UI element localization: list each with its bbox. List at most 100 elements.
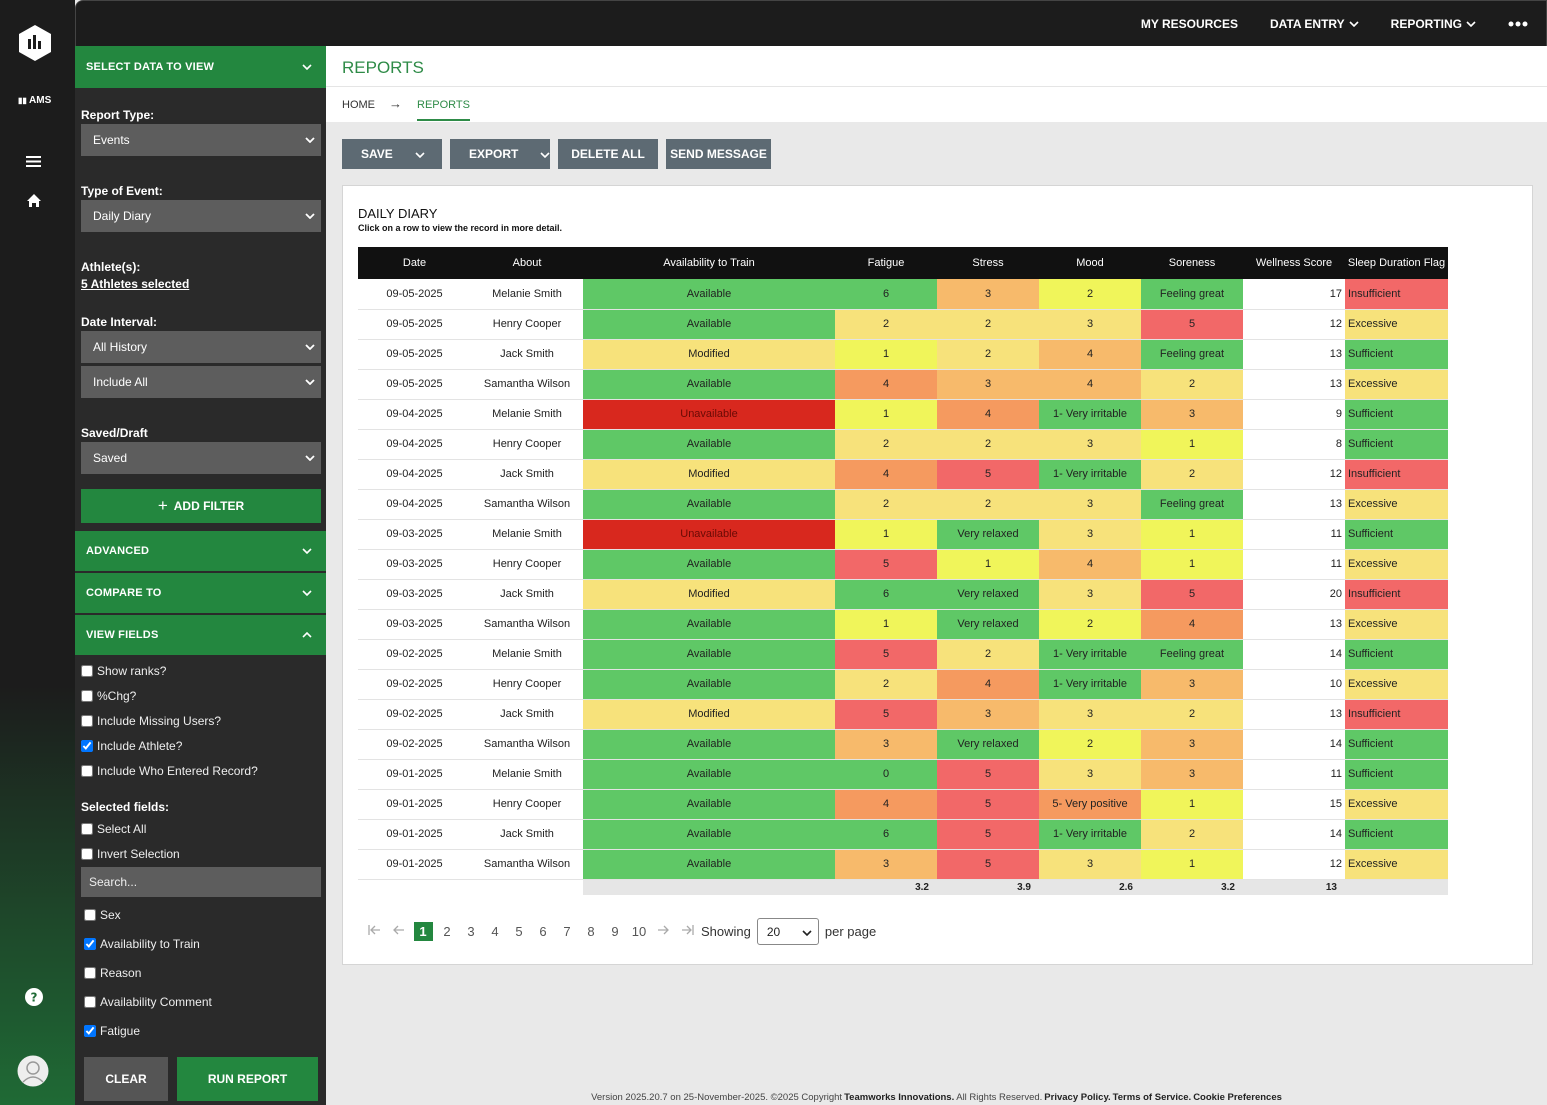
action-button[interactable]: DELETE ALL [558,139,658,169]
footer-link[interactable]: Privacy Policy. [1044,1092,1111,1103]
menu-icon[interactable] [26,155,42,168]
table-row[interactable]: 09-01-2025 Henry Cooper Available 4 5 5- Very… [358,789,1448,820]
table-row[interactable]: 09-04-2025 Melanie Smith Unavailable 1 4 1- V… [358,399,1448,430]
checkbox[interactable] [84,909,96,921]
checkbox[interactable] [84,967,96,979]
select[interactable]: Include All [81,366,321,398]
panel-header[interactable]: SELECT DATA TO VIEW [75,46,326,88]
page-link[interactable]: 3 [467,924,475,939]
page-link[interactable]: 6 [539,924,547,939]
nav-link[interactable]: REPORTING [1391,17,1476,31]
table-row[interactable]: 09-05-2025 Samantha Wilson Available 4 3 4 2 13… [358,369,1448,400]
page-link[interactable]: 9 [611,924,619,939]
page-link[interactable]: 4 [491,924,499,939]
table-cell: 1 [1141,549,1243,580]
table-row[interactable]: 09-04-2025 Samantha Wilson Available 2 2 3 Fee… [358,489,1448,520]
page-link[interactable]: 2 [443,924,451,939]
action-button[interactable]: EXPORT [450,139,550,169]
table-cell: Henry Cooper [471,789,583,820]
checkbox-option[interactable]: Availability Comment [84,995,212,1009]
table-cell: 3 [1039,309,1141,340]
table-row[interactable]: 09-04-2025 Henry Cooper Available 2 2 3 1 8 Suff… [358,429,1448,460]
table-row[interactable]: 09-03-2025 Samantha Wilson Available 1 Very … [358,609,1448,640]
nav-link[interactable]: MY RESOURCES [1141,17,1238,31]
checkbox-option[interactable]: Availability to Train [84,937,200,951]
home-icon[interactable] [26,193,42,208]
select[interactable]: Saved [81,442,321,474]
page-arrow[interactable] [368,924,382,939]
logo[interactable] [17,24,53,62]
table-row[interactable]: 09-04-2025 Jack Smith Modified 4 5 1- Very ir… [358,459,1448,490]
page-arrow[interactable] [392,924,406,939]
breadcrumb-link[interactable]: HOME [342,99,375,111]
checkbox-option[interactable]: Reason [84,966,141,980]
search-input[interactable]: Search... [81,867,321,897]
table-row[interactable]: 09-01-2025 Samantha Wilson Available 3 5 3 1 12… [358,849,1448,880]
checkbox-option[interactable]: Include Who Entered Record? [81,764,258,778]
per-page-label: per page [824,924,877,939]
run-report-button[interactable]: RUN REPORT [177,1057,318,1101]
page-size-select[interactable]: 20 [756,918,819,945]
checkbox[interactable] [84,1025,96,1037]
section-header[interactable]: VIEW FIELDS [75,615,326,655]
add-filter-button[interactable]: + ADD FILTER [81,489,321,523]
table-row[interactable]: 09-03-2025 Jack Smith Modified 6 Very relaxe… [358,579,1448,610]
table-cell: 09-01-2025 [358,849,471,880]
table-row[interactable]: 09-03-2025 Henry Cooper Available 5 1 4 1 11 Exc… [358,549,1448,580]
checkbox[interactable] [84,996,96,1008]
action-button[interactable]: SEND MESSAGE [666,139,771,169]
page-link[interactable]: 1 [413,922,433,941]
page-link[interactable]: 7 [563,924,571,939]
checkbox-option[interactable]: Show ranks? [81,664,166,678]
table-row[interactable]: 09-03-2025 Melanie Smith Unavailable 1 Very … [358,519,1448,550]
checkbox-option[interactable]: Invert Selection [81,847,180,861]
more-menu[interactable] [1508,21,1528,27]
footer-link[interactable]: Teamworks Innovations. [844,1092,955,1103]
checkbox[interactable] [81,715,93,727]
clear-button[interactable]: CLEAR [84,1057,168,1101]
footer-link[interactable]: Cookie Preferences [1193,1092,1282,1103]
checkbox-option[interactable]: Include Missing Users? [81,714,221,728]
nav-link[interactable]: DATA ENTRY [1270,17,1359,31]
checkbox-option[interactable]: Fatigue [84,1024,140,1038]
page-arrow[interactable] [656,924,670,939]
section-title: VIEW FIELDS [86,629,159,641]
page-link[interactable]: 10 [631,924,647,939]
checkbox[interactable] [81,665,93,677]
table-row[interactable]: 09-02-2025 Melanie Smith Available 5 2 1- Ver… [358,639,1448,670]
section-header[interactable]: COMPARE TO [75,573,326,613]
checkbox-option[interactable]: Include Athlete? [81,739,182,753]
checkbox[interactable] [84,938,96,950]
table-row[interactable]: 09-05-2025 Henry Cooper Available 2 2 3 5 12 Exc… [358,309,1448,340]
page-link[interactable]: 8 [587,924,595,939]
table-row[interactable]: 09-02-2025 Jack Smith Modified 5 3 3 2 13 Insuff… [358,699,1448,730]
action-button[interactable]: SAVE [342,139,442,169]
select[interactable]: Daily Diary [81,200,321,232]
section-header[interactable]: ADVANCED [75,531,326,571]
select[interactable]: All History [81,331,321,363]
checkbox-option[interactable]: %Chg? [81,689,136,703]
help-icon[interactable]: ? [24,987,44,1007]
table-row[interactable]: 09-01-2025 Jack Smith Available 6 5 1- Very i… [358,819,1448,850]
checkbox[interactable] [81,740,93,752]
checkbox-option[interactable]: Sex [84,908,121,922]
checkbox-option[interactable]: Select All [81,822,146,836]
select[interactable]: Events [81,124,321,156]
table-row[interactable]: 09-05-2025 Melanie Smith Available 6 3 2 Feeli… [358,279,1448,310]
table-cell: Available [583,639,835,670]
table-row[interactable]: 09-02-2025 Henry Cooper Available 2 4 1- Very… [358,669,1448,700]
table-row[interactable]: 09-02-2025 Samantha Wilson Available 3 Very … [358,729,1448,760]
table-row[interactable]: 09-01-2025 Melanie Smith Available 0 5 3 3 11 Su… [358,759,1448,790]
checkbox[interactable] [81,848,93,860]
footer-link[interactable]: Terms of Service. [1112,1092,1192,1103]
page-arrow[interactable] [680,924,694,939]
table-cell: 09-05-2025 [358,309,471,340]
checkbox[interactable] [81,690,93,702]
page-link[interactable]: 5 [515,924,523,939]
athletes-link[interactable]: 5 Athletes selected [81,277,190,291]
table-cell: 09-05-2025 [358,279,471,310]
table-row[interactable]: 09-05-2025 Jack Smith Modified 1 2 4 Feeling g… [358,339,1448,370]
avatar[interactable] [17,1055,49,1087]
checkbox[interactable] [81,823,93,835]
checkbox[interactable] [81,765,93,777]
